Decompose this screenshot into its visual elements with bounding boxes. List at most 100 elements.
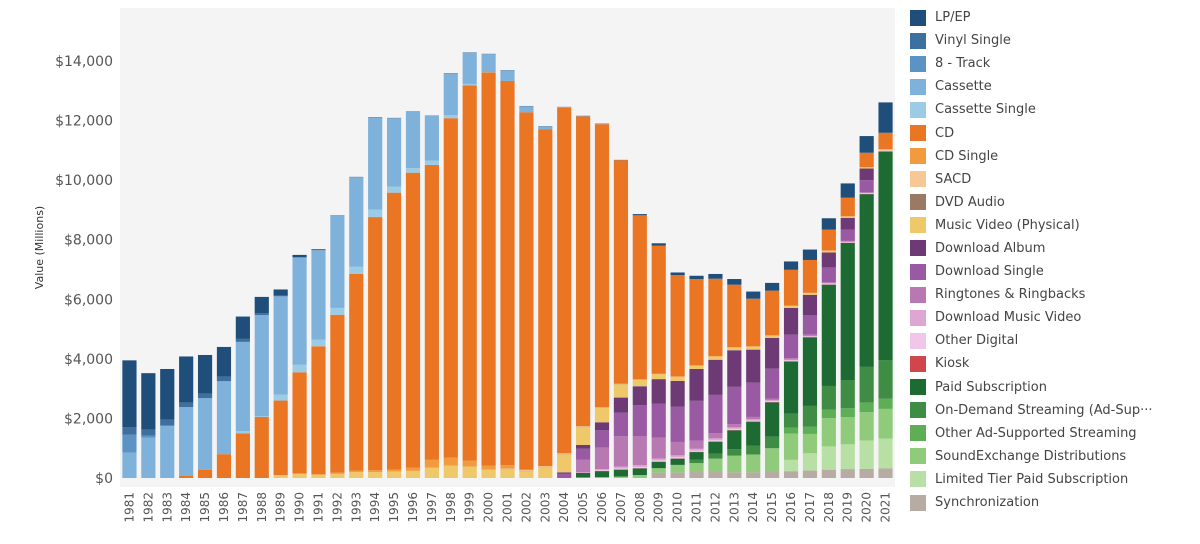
bar-segment — [236, 317, 250, 339]
bar-segment — [746, 472, 760, 478]
bar-segment — [500, 71, 514, 81]
bar-segment — [727, 430, 741, 449]
bar-segment — [349, 177, 363, 266]
bar-segment — [557, 107, 571, 108]
legend-item: Cassette Single — [910, 98, 1195, 121]
legend-label: Other Digital — [935, 333, 1018, 348]
bar-segment — [822, 251, 836, 253]
legend-item: Paid Subscription — [910, 376, 1195, 399]
bar-segment — [368, 470, 382, 472]
bar-segment — [708, 395, 722, 433]
bar-segment — [860, 367, 874, 403]
bar-segment — [595, 469, 609, 470]
bar-segment — [444, 115, 458, 118]
bar-segment — [841, 230, 855, 241]
bar-segment — [236, 433, 250, 478]
bar-segment — [444, 74, 458, 116]
bar-segment — [274, 296, 288, 394]
bar-segment — [141, 436, 155, 438]
bar-segment — [784, 434, 798, 460]
legend-swatch — [910, 10, 926, 26]
bar-segment — [727, 387, 741, 424]
bar-segment — [482, 72, 496, 465]
bar-segment — [878, 102, 892, 132]
legend-item: Synchronization — [910, 491, 1195, 514]
x-tick-label: 1985 — [198, 492, 212, 523]
bar-segment — [349, 267, 363, 274]
legend-label: DVD Audio — [935, 195, 1005, 210]
bar-segment — [425, 160, 439, 164]
bar-segment — [576, 460, 590, 473]
bar-segment — [633, 214, 647, 215]
legend-label: Music Video (Physical) — [935, 218, 1080, 233]
bar-segment — [330, 216, 344, 308]
bar-segment — [425, 468, 439, 478]
bar-segment — [595, 422, 609, 430]
bar-segment — [860, 440, 874, 468]
bar-segment — [746, 446, 760, 455]
bar-segment — [765, 400, 779, 401]
bar-segment — [292, 474, 306, 478]
bar-segment — [860, 193, 874, 194]
bar-segment — [236, 339, 250, 342]
bar-segment — [387, 193, 401, 470]
bar-segment — [784, 428, 798, 434]
x-tick-label: 1999 — [463, 492, 477, 523]
legend-item: Vinyl Single — [910, 29, 1195, 52]
bar-segment — [255, 313, 269, 315]
bar-segment — [576, 477, 590, 478]
legend-label: CD Single — [935, 149, 998, 164]
legend-label: Kiosk — [935, 356, 969, 371]
bar-segment — [652, 438, 666, 459]
bar-segment — [330, 308, 344, 315]
bar-segment — [463, 53, 477, 84]
bar-segment — [217, 347, 231, 377]
x-tick-label: 2018 — [822, 492, 836, 523]
bar-segment — [349, 472, 363, 478]
bar-segment — [784, 306, 798, 308]
bar-segment — [557, 108, 571, 454]
bar-segment — [784, 460, 798, 471]
bar-segment — [274, 395, 288, 401]
bar-segment — [822, 285, 836, 386]
bar-segment — [841, 241, 855, 242]
bar-segment — [595, 470, 609, 471]
bar-segment — [841, 216, 855, 217]
bar-segment — [671, 407, 685, 442]
bar-segment — [671, 457, 685, 458]
x-tick-label: 2020 — [860, 492, 874, 523]
legend-swatch — [910, 264, 926, 280]
x-tick-label: 2007 — [614, 492, 628, 523]
x-tick-label: 1992 — [330, 492, 344, 523]
bar-segment — [784, 362, 798, 414]
bar-segment — [727, 429, 741, 430]
bar-segment — [708, 472, 722, 478]
bar-segment — [803, 471, 817, 478]
x-tick-label: 1990 — [293, 492, 307, 523]
bar-segment — [652, 379, 666, 404]
legend-item: LP/EP — [910, 6, 1195, 29]
x-tick-label: 1997 — [425, 492, 439, 523]
bar-segment — [500, 465, 514, 468]
bar-segment — [689, 401, 703, 441]
bar-segment — [633, 436, 647, 465]
bar-segment — [841, 417, 855, 444]
bar-segment — [595, 408, 609, 422]
bar-segment — [519, 112, 533, 469]
bar-segment — [538, 468, 552, 478]
bar-segment — [255, 297, 269, 313]
bar-segment — [727, 427, 741, 428]
bar-segment — [387, 118, 401, 187]
bar-segment — [803, 453, 817, 470]
legend-swatch — [910, 379, 926, 395]
bar-segment — [822, 267, 836, 282]
bar-segment — [633, 468, 647, 475]
bar-segment — [822, 418, 836, 446]
bar-segment — [141, 430, 155, 436]
bar-segment — [463, 461, 477, 467]
legend-swatch — [910, 148, 926, 164]
bar-segment — [841, 198, 855, 216]
y-axis-title: Value (Millions) — [33, 206, 46, 289]
bar-segment — [538, 466, 552, 467]
bar-segment — [463, 467, 477, 478]
